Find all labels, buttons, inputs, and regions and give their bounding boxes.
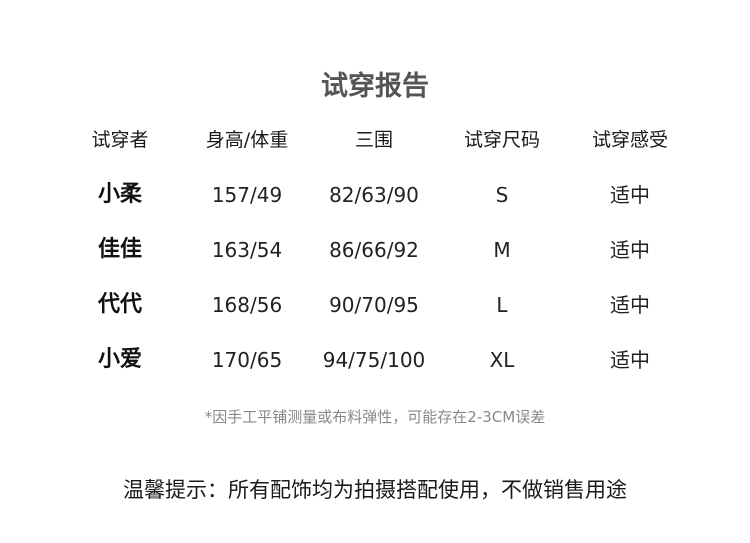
table-row: 代代 168/56 90/70/95 L 适中 [0, 290, 750, 320]
table-row: 小柔 157/49 82/63/90 S 适中 [0, 180, 750, 210]
height-weight: 157/49 [211, 183, 283, 207]
fit-feeling: 适中 [610, 238, 650, 262]
tester-name: 代代 [97, 292, 142, 317]
size: M [493, 238, 511, 262]
accessory-tip: 温馨提示：所有配饰均为拍摄搭配使用，不做销售用途 [123, 478, 627, 502]
size: XL [489, 348, 515, 372]
size: S [495, 183, 509, 207]
header-cell: 试穿者 [91, 129, 149, 151]
header-cell: 身高/体重 [205, 129, 289, 151]
table-row: 小爱 170/65 94/75/100 XL 适中 [0, 345, 750, 375]
fit-feeling: 适中 [610, 293, 650, 317]
height-weight: 168/56 [211, 293, 283, 317]
header-cell: 试穿感受 [591, 129, 668, 151]
measurement-note: *因手工平铺测量或布料弹性，可能存在2-3CM误差 [204, 408, 546, 426]
page-title: 试穿报告 [321, 71, 429, 102]
tester-name: 小柔 [97, 182, 142, 207]
header-cell: 试穿尺码 [463, 129, 540, 151]
table-row: 佳佳 163/54 86/66/92 M 适中 [0, 235, 750, 265]
height-weight: 163/54 [211, 238, 283, 262]
measurements: 94/75/100 [322, 348, 426, 372]
fit-feeling: 适中 [610, 183, 650, 207]
measurements: 90/70/95 [329, 293, 419, 317]
measurements: 82/63/90 [329, 183, 419, 207]
tester-name: 小爱 [97, 347, 142, 372]
tester-name: 佳佳 [97, 237, 142, 262]
header-cell: 三围 [354, 129, 393, 151]
size: L [496, 293, 508, 317]
table-header: 试穿者 身高/体重 三围 试穿尺码 试穿感受 [0, 125, 750, 155]
height-weight: 170/65 [211, 348, 283, 372]
measurements: 86/66/92 [329, 238, 419, 262]
fit-feeling: 适中 [610, 348, 650, 372]
